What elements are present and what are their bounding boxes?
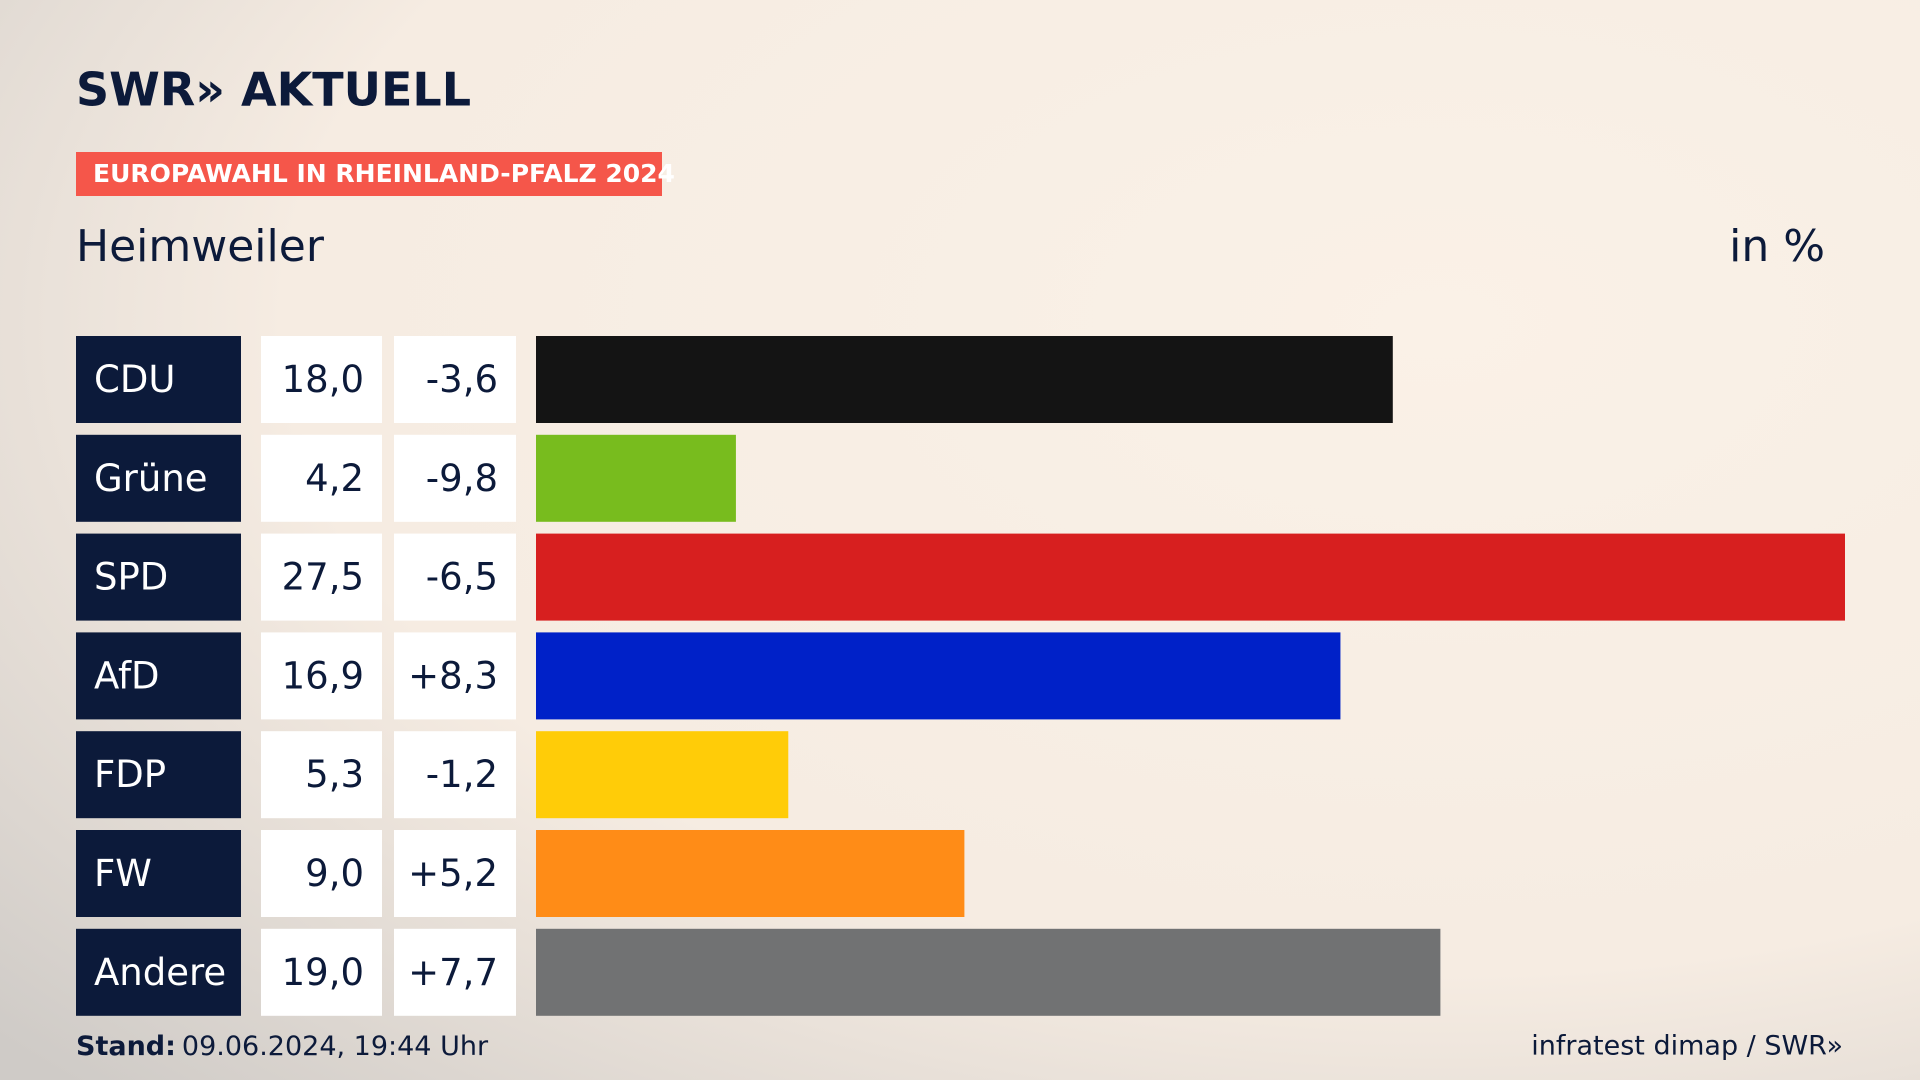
value-label: 16,9 — [282, 654, 364, 697]
party-box — [76, 336, 241, 423]
party-box — [76, 632, 241, 720]
value-box — [261, 434, 382, 522]
value-label: 9,0 — [305, 852, 364, 895]
tag-text: EUROPAWAHL IN RHEINLAND-PFALZ 2024 — [93, 159, 675, 188]
value-label: 18,0 — [282, 358, 364, 401]
bar — [536, 533, 1845, 621]
bar — [536, 731, 789, 819]
change-box — [394, 336, 516, 423]
change-label: -3,6 — [426, 358, 498, 401]
change-box — [394, 434, 516, 522]
footer-stand: Stand: 09.06.2024, 19:44 Uhr — [76, 1031, 489, 1062]
change-box — [394, 928, 516, 1016]
party-box — [76, 434, 241, 522]
party-label: SPD — [94, 556, 168, 599]
change-label: +7,7 — [408, 951, 498, 994]
value-label: 5,3 — [305, 753, 364, 796]
party-label: Grüne — [94, 457, 208, 500]
value-box — [261, 533, 382, 621]
party-label: AfD — [94, 654, 160, 697]
change-label: +5,2 — [408, 852, 498, 895]
party-label: FW — [94, 852, 152, 895]
source: infratest dimap / SWR» — [1531, 1031, 1843, 1062]
tag-box — [76, 152, 662, 196]
bar — [536, 434, 736, 522]
party-box — [76, 533, 241, 621]
change-label: -1,2 — [426, 753, 498, 796]
bar — [536, 336, 1393, 423]
value-box — [261, 928, 382, 1016]
stand-date: 09.06.2024, 19:44 Uhr — [182, 1031, 489, 1062]
party-label: Andere — [94, 951, 226, 994]
chart-title: Heimweiler — [76, 221, 325, 272]
change-box — [394, 533, 516, 621]
bar — [536, 830, 965, 917]
value-box — [261, 632, 382, 720]
change-box — [394, 731, 516, 819]
brand-logo: SWR» AKTUELL — [76, 63, 471, 117]
change-box — [394, 632, 516, 720]
value-label: 27,5 — [282, 556, 364, 599]
bar — [536, 632, 1341, 720]
change-label: +8,3 — [408, 654, 498, 697]
party-label: FDP — [94, 753, 166, 796]
value-box — [261, 830, 382, 917]
bar — [536, 928, 1441, 1016]
unit-label: in % — [1729, 221, 1825, 272]
stand-label: Stand: — [76, 1031, 176, 1062]
value-box — [261, 731, 382, 819]
party-box — [76, 830, 241, 917]
value-box — [261, 336, 382, 423]
party-label: CDU — [94, 358, 175, 401]
change-label: -6,5 — [426, 556, 498, 599]
party-box — [76, 928, 241, 1016]
party-box — [76, 731, 241, 819]
value-label: 4,2 — [305, 457, 364, 500]
value-label: 19,0 — [282, 951, 364, 994]
change-box — [394, 830, 516, 917]
change-label: -9,8 — [426, 457, 498, 500]
